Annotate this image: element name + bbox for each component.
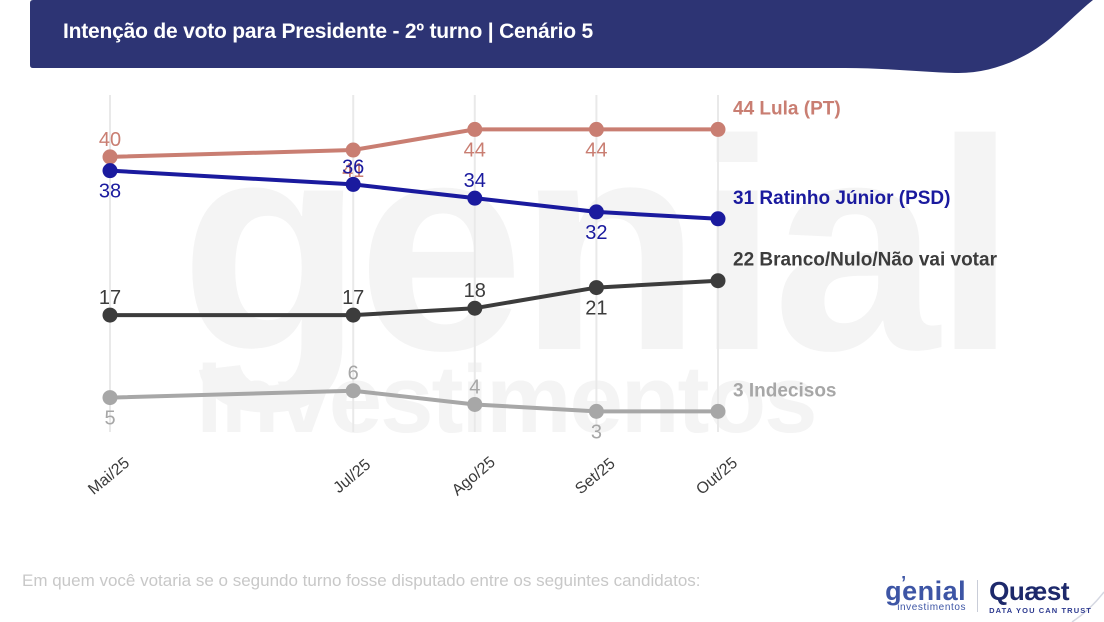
data-point-label: 17 (342, 287, 364, 309)
header-banner-shape (30, 0, 1093, 74)
quaest-logo-wordmark: Quæst (989, 575, 1069, 606)
data-point-label: 36 (342, 156, 364, 178)
header-banner (30, 0, 1093, 74)
data-point-label: 41 (342, 160, 364, 182)
data-point (710, 211, 726, 227)
data-point-label: 21 (585, 298, 607, 320)
data-point (102, 163, 118, 179)
data-point-label: 18 (464, 280, 486, 302)
x-tick-label: Mai/25 (85, 455, 133, 499)
data-point-label: 38 (99, 181, 121, 203)
data-point (102, 307, 118, 323)
genial-logo-accent: ’ (901, 573, 907, 594)
x-tick-label: Ago/25 (449, 454, 499, 500)
series-end-label: 22 Branco/Nulo/Não vai votar (733, 250, 998, 271)
data-point (345, 176, 361, 192)
data-point (710, 403, 726, 419)
data-point (345, 307, 361, 323)
data-point-label: 5 (104, 408, 115, 430)
watermark-genial-text: genial (180, 77, 1017, 413)
survey-question-text: Em quem você votaria se o segundo turno … (22, 571, 701, 590)
data-point (467, 300, 483, 316)
logo-divider (977, 579, 979, 612)
corner-swoosh-line (1071, 591, 1104, 622)
series-line (108, 278, 720, 318)
x-tick-label: Jul/25 (330, 456, 374, 497)
data-point (588, 204, 604, 220)
genial-logo-subtitle: investimentos (897, 602, 967, 614)
data-point-label: 17 (99, 287, 121, 309)
series-line (108, 127, 720, 159)
data-point-label: 40 (99, 129, 121, 151)
series-end-label: 31 Ratinho Júnior (PSD) (733, 188, 950, 209)
x-tick-label: Out/25 (693, 455, 741, 499)
x-tick-label: Set/25 (572, 455, 618, 498)
data-point (345, 142, 361, 158)
data-point-label: 6 (348, 363, 359, 385)
series-end-label: 3 Indecisos (733, 380, 837, 401)
data-point-label: 34 (464, 170, 486, 192)
data-point (102, 149, 118, 165)
quaest-logo: Quæst DATA YOU CAN TRUST (989, 578, 1092, 615)
data-point (710, 273, 726, 289)
series-line (108, 168, 720, 221)
data-point (345, 383, 361, 399)
data-point-label: 32 (585, 222, 607, 244)
data-point (588, 121, 604, 137)
data-point-label: 44 (585, 139, 607, 161)
data-point (467, 121, 483, 137)
data-point (588, 280, 604, 296)
series-line (108, 388, 720, 414)
data-point (710, 121, 726, 137)
watermark-investimentos-text: investimentos (196, 346, 818, 453)
logo-area: ’ genial investimentos Quæst DATA YOU CA… (885, 574, 1092, 615)
data-point (467, 190, 483, 206)
data-point-label: 44 (464, 139, 486, 161)
page-title: Intenção de voto para Presidente - 2º tu… (63, 20, 593, 43)
quaest-logo-tagline: DATA YOU CAN TRUST (989, 605, 1092, 615)
data-point (467, 396, 483, 412)
data-point-label: 4 (469, 376, 480, 398)
data-point (102, 390, 118, 406)
series-end-label: 44 Lula (PT) (733, 98, 841, 119)
data-point (588, 403, 604, 419)
genial-logo: ’ genial investimentos (885, 574, 967, 614)
genial-logo-wordmark: genial (885, 576, 967, 607)
data-point-label: 3 (591, 421, 602, 443)
